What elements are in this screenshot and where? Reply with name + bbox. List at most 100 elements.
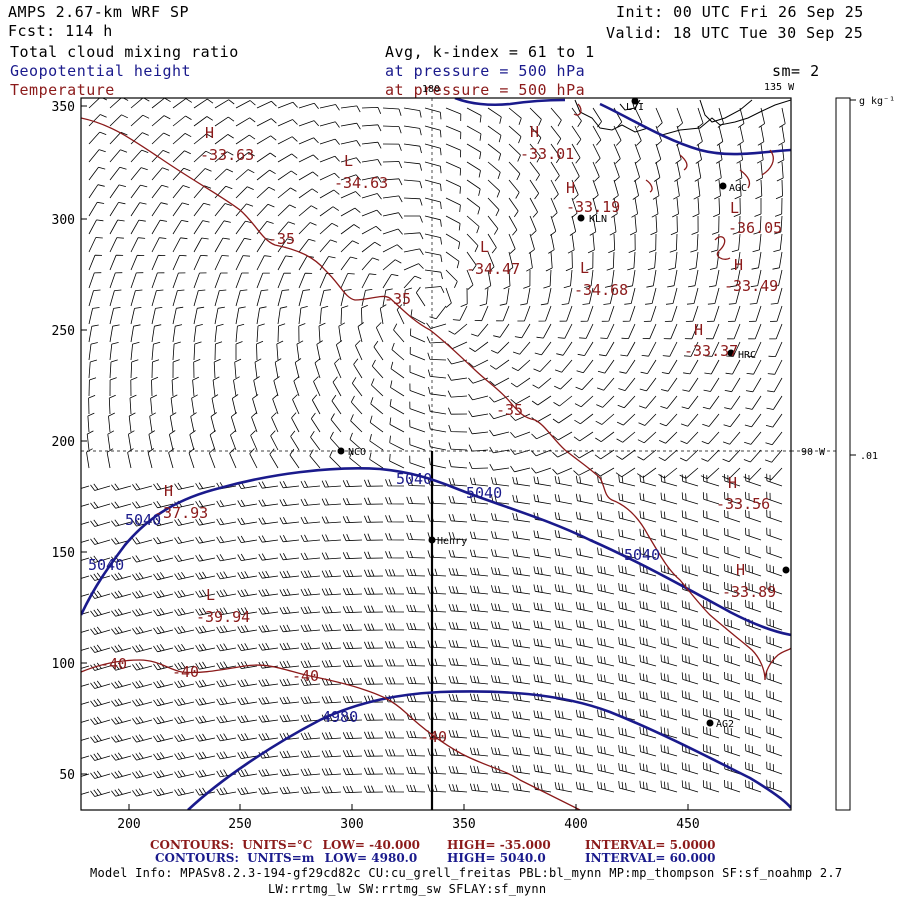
wind-barb xyxy=(540,287,552,306)
wind-barb xyxy=(237,679,258,687)
wind-barb xyxy=(550,143,561,164)
wind-barb xyxy=(554,728,573,739)
wind-barb xyxy=(618,727,636,739)
wind-barb xyxy=(256,169,276,181)
wind-barb xyxy=(258,517,279,525)
wind-barb xyxy=(681,636,699,649)
wind-barb xyxy=(569,215,577,236)
wind-barb xyxy=(258,570,279,579)
wind-barb xyxy=(379,304,387,325)
wind-barb xyxy=(737,125,744,146)
wind-barb xyxy=(655,107,663,128)
wind-barb xyxy=(471,323,489,337)
wind-barb xyxy=(111,698,132,707)
wind-barb xyxy=(552,467,573,475)
wind-barb xyxy=(371,359,384,379)
station-dot-agc xyxy=(719,182,727,190)
wind-barb xyxy=(385,785,405,793)
wind-barb xyxy=(174,661,195,670)
wind-barb xyxy=(406,712,426,721)
wind-barb xyxy=(529,197,538,218)
wind-barb xyxy=(727,305,741,322)
wind-barb xyxy=(403,232,424,240)
wind-barb xyxy=(342,498,363,506)
wind-barb xyxy=(681,528,699,541)
wind-barb xyxy=(574,395,594,408)
wind-barb xyxy=(211,394,219,415)
wind-barb xyxy=(554,494,573,505)
wind-barb xyxy=(349,432,363,451)
wind-barb xyxy=(550,125,562,145)
wind-barb xyxy=(361,124,382,132)
wind-barb xyxy=(529,179,540,200)
wind-barb xyxy=(445,107,462,122)
wind-barb xyxy=(235,255,251,271)
wind-barb xyxy=(406,730,426,739)
wind-barb xyxy=(554,602,573,613)
wind-barb xyxy=(597,691,615,703)
wind-barb xyxy=(258,624,279,633)
wind-barb xyxy=(277,153,298,163)
wind-barb xyxy=(693,179,701,200)
wind-barb xyxy=(279,499,300,507)
wind-barb xyxy=(361,107,382,114)
wind-barb xyxy=(510,431,531,438)
wind-barb xyxy=(554,656,573,667)
wind-barb xyxy=(151,359,160,379)
wind-barb xyxy=(311,394,321,415)
wind-barb xyxy=(214,168,234,181)
wind-barb xyxy=(499,287,510,306)
wind-barb xyxy=(701,449,720,462)
wind-barb xyxy=(428,422,447,433)
wind-barb xyxy=(132,483,153,491)
wind-barb xyxy=(586,251,594,271)
wind-barb xyxy=(364,731,384,739)
wind-barb xyxy=(193,185,212,199)
wind-barb xyxy=(174,607,195,616)
x-tick-label: 200 xyxy=(117,817,140,832)
wind-barb xyxy=(111,626,132,635)
wind-barb xyxy=(744,413,762,428)
wind-barb xyxy=(364,533,384,541)
wind-barb xyxy=(575,511,594,523)
wind-barb xyxy=(683,359,699,375)
wind-barb xyxy=(130,307,142,325)
wind-barb xyxy=(172,289,185,307)
wind-barb xyxy=(618,745,636,757)
wind-barb xyxy=(153,752,174,761)
wind-barb xyxy=(195,500,216,508)
wind-barb xyxy=(514,323,531,339)
wind-barb xyxy=(765,431,783,446)
wind-barb xyxy=(111,608,132,617)
wind-barb xyxy=(109,219,125,235)
wind-barb xyxy=(618,493,636,505)
wind-barb xyxy=(615,467,636,478)
wind-barb xyxy=(448,693,468,703)
wind-barb xyxy=(660,654,678,667)
wind-barb xyxy=(403,287,413,307)
wind-barb xyxy=(745,689,762,703)
wind-barb xyxy=(107,430,115,451)
wind-barb xyxy=(216,625,237,634)
wind-barb xyxy=(428,386,447,397)
wind-barb xyxy=(237,571,258,579)
wind-barb xyxy=(172,306,184,325)
temp-low: LOW= -40.000 xyxy=(322,838,421,852)
wind-barb xyxy=(575,493,594,505)
wind-barb xyxy=(342,731,363,740)
wind-barb xyxy=(256,306,267,325)
wind-barb xyxy=(109,289,122,307)
wind-barb xyxy=(319,289,331,307)
wind-barb xyxy=(466,143,482,160)
wind-barb xyxy=(130,184,148,199)
y-tick-label: 150 xyxy=(52,546,75,561)
wind-barb xyxy=(256,100,277,109)
wind-barb xyxy=(533,530,552,541)
wind-barb xyxy=(506,251,514,272)
wind-barb xyxy=(130,167,148,181)
wind-barb xyxy=(745,653,762,667)
wind-barb xyxy=(660,528,678,541)
wind-barb xyxy=(702,636,720,649)
wind-barb xyxy=(603,287,615,305)
wind-barb xyxy=(628,233,636,253)
